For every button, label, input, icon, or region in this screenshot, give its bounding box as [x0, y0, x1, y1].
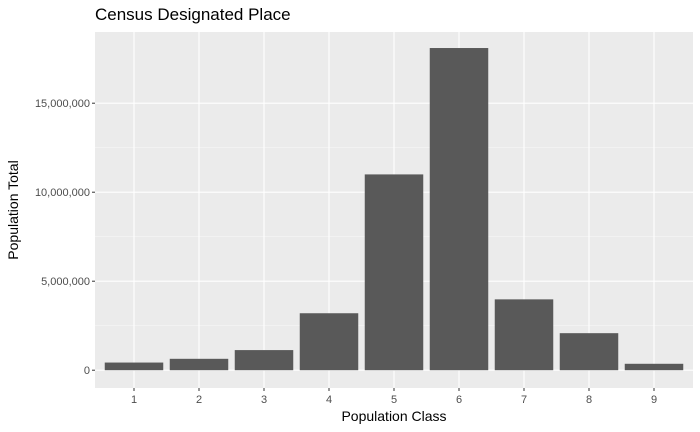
bar-5 [364, 174, 424, 371]
bar-9 [624, 363, 684, 371]
y-tick-label: 15,000,000 [35, 98, 90, 110]
bar-4 [299, 313, 359, 371]
x-tick-label: 5 [391, 394, 397, 406]
x-tick-label: 6 [456, 394, 462, 406]
x-tick-label: 2 [196, 394, 202, 406]
x-tick-label: 1 [131, 394, 137, 406]
x-tick-label: 9 [651, 394, 657, 406]
y-tick-label: 5,000,000 [41, 276, 90, 288]
y-axis-ticks: 0 5,000,000 10,000,000 15,000,000 [35, 98, 95, 377]
bar-1 [104, 362, 164, 371]
x-axis-title: Population Class [341, 408, 446, 424]
bar-3 [234, 350, 294, 371]
bars [104, 48, 684, 371]
y-tick-label: 0 [84, 365, 90, 377]
x-tick-label: 4 [326, 394, 332, 406]
bar-2 [169, 358, 229, 371]
y-tick-label: 10,000,000 [35, 187, 90, 199]
bar-8 [559, 333, 619, 371]
bar-7 [494, 299, 554, 371]
bar-6 [429, 48, 489, 371]
x-tick-label: 3 [261, 394, 267, 406]
x-axis-ticks: 1 2 3 4 5 6 7 8 9 [131, 388, 657, 406]
chart-title: Census Designated Place [95, 5, 291, 24]
x-tick-label: 8 [586, 394, 592, 406]
y-axis-title: Population Total [5, 160, 21, 259]
x-tick-label: 7 [521, 394, 527, 406]
